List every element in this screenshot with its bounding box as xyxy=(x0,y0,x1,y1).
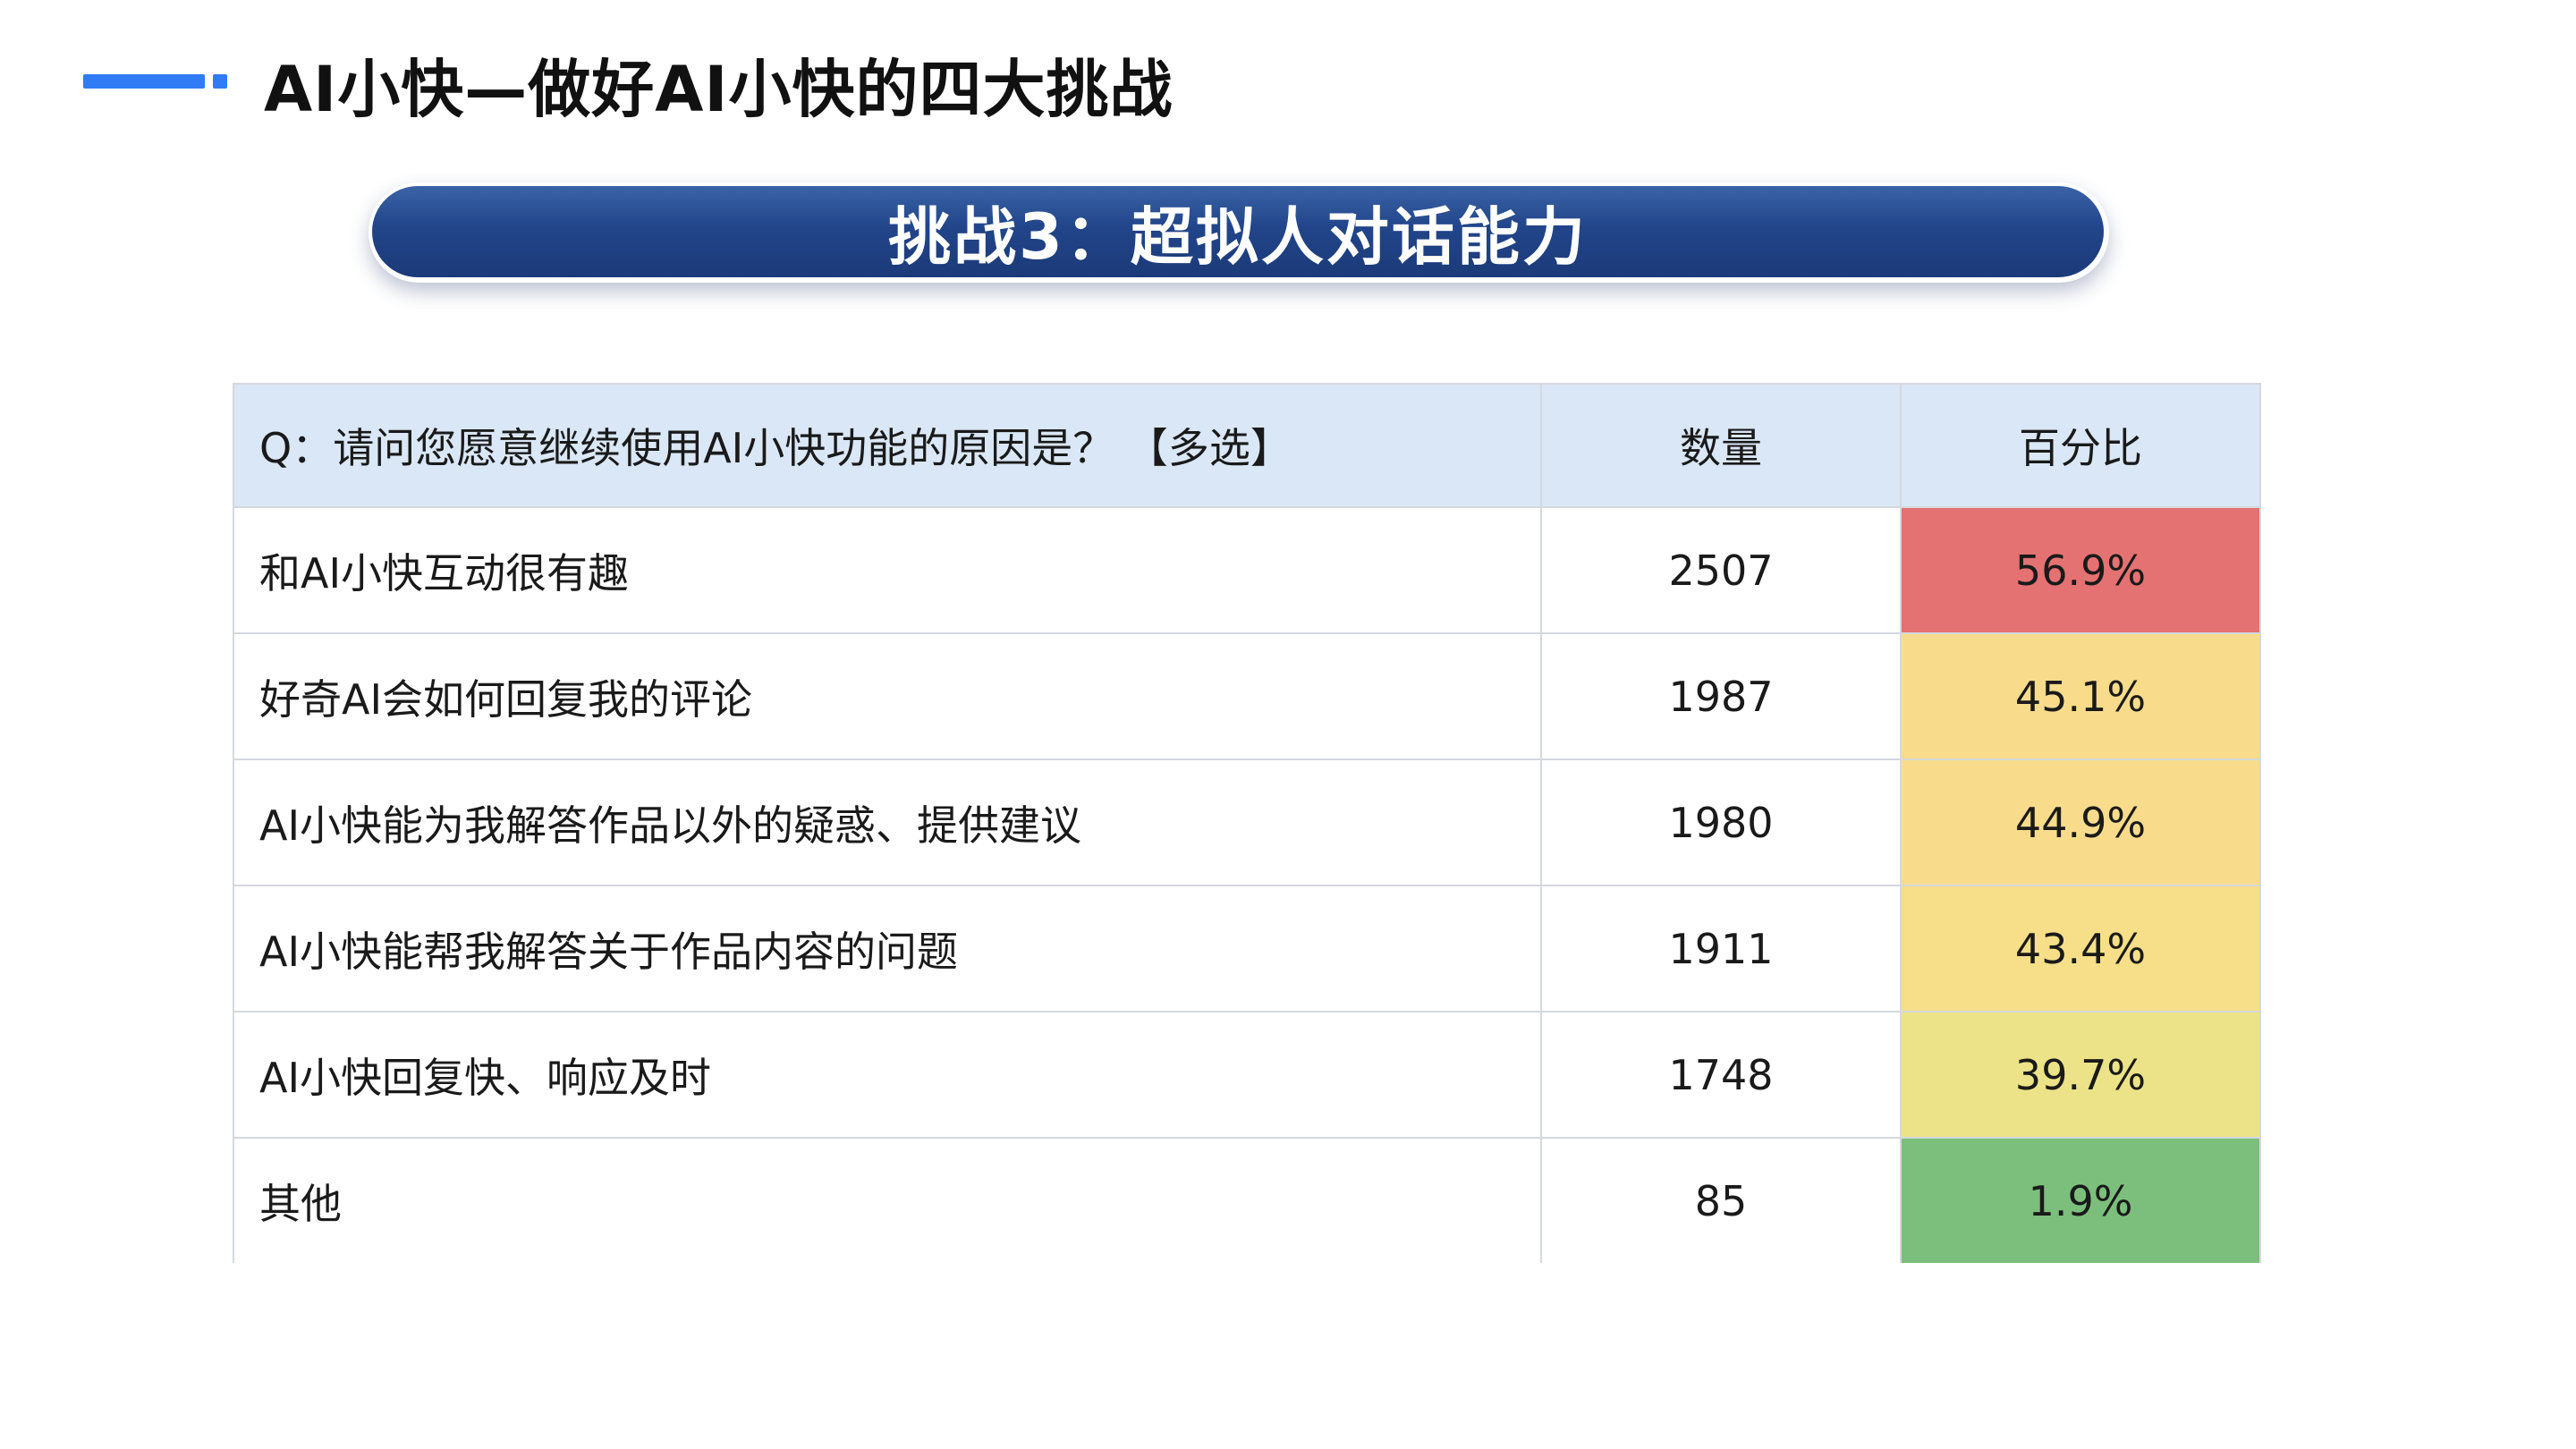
reason-cell: 和AI小快互动很有趣 xyxy=(233,506,1542,634)
survey-results-table: Q：请问您愿意继续使用AI小快功能的原因是？ 【多选】 数量 百分比 和AI小快… xyxy=(233,383,2261,1263)
table-row: AI小快回复快、响应及时 1748 39.7% xyxy=(233,1011,2261,1139)
reason-cell: 其他 xyxy=(233,1137,1542,1263)
table-row: AI小快能帮我解答关于作品内容的问题 1911 43.4% xyxy=(233,885,2261,1013)
count-header: 数量 xyxy=(1540,383,1902,508)
percent-cell: 56.9% xyxy=(1900,506,2261,634)
percent-cell: 43.4% xyxy=(1900,885,2261,1013)
reason-cell: AI小快回复快、响应及时 xyxy=(233,1011,1542,1139)
count-cell: 1980 xyxy=(1540,758,1902,886)
count-cell: 85 xyxy=(1540,1137,1902,1263)
table-row: AI小快能为我解答作品以外的疑惑、提供建议 1980 44.9% xyxy=(233,758,2261,886)
count-cell: 1748 xyxy=(1540,1011,1902,1139)
percent-cell: 44.9% xyxy=(1900,758,2261,886)
table-row: 和AI小快互动很有趣 2507 56.9% xyxy=(233,506,2261,634)
table-row: 其他 85 1.9% xyxy=(233,1137,2261,1263)
challenge-banner: 挑战3：超拟人对话能力 xyxy=(372,186,2104,277)
table-header-row: Q：请问您愿意继续使用AI小快功能的原因是？ 【多选】 数量 百分比 xyxy=(233,383,2261,508)
percent-cell: 1.9% xyxy=(1900,1137,2261,1263)
percent-cell: 39.7% xyxy=(1900,1011,2261,1139)
question-header: Q：请问您愿意继续使用AI小快功能的原因是？ 【多选】 xyxy=(233,383,1542,508)
page-title: AI小快—做好AI小快的四大挑战 xyxy=(264,53,1174,126)
title-accent-bar xyxy=(83,74,205,89)
challenge-banner-text: 挑战3：超拟人对话能力 xyxy=(888,199,1588,274)
reason-cell: AI小快能帮我解答关于作品内容的问题 xyxy=(233,885,1542,1013)
count-cell: 1911 xyxy=(1540,885,1902,1013)
reason-cell: AI小快能为我解答作品以外的疑惑、提供建议 xyxy=(233,758,1542,886)
title-accent-dot xyxy=(213,74,227,89)
percent-cell: 45.1% xyxy=(1900,632,2261,760)
reason-cell: 好奇AI会如何回复我的评论 xyxy=(233,632,1542,760)
table-row: 好奇AI会如何回复我的评论 1987 45.1% xyxy=(233,632,2261,760)
percent-header: 百分比 xyxy=(1900,383,2261,508)
count-cell: 2507 xyxy=(1540,506,1902,634)
count-cell: 1987 xyxy=(1540,632,1902,760)
